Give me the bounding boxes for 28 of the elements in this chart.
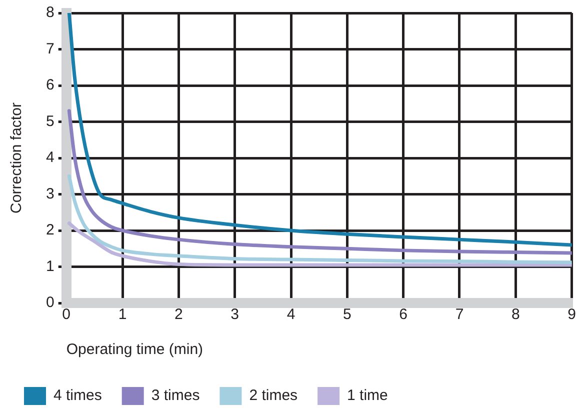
line-series (67, 109, 572, 255)
y-tick-label: 8 (46, 4, 54, 22)
line-series (67, 174, 572, 264)
y-tick-label: 7 (46, 40, 54, 58)
legend-label: 1 time (347, 387, 388, 404)
legend-label: 2 times (249, 387, 298, 404)
y-tick-label: 2 (46, 222, 54, 239)
x-tick-label: 3 (230, 306, 240, 324)
x-axis-title: Operating time (min) (66, 341, 204, 358)
y-tick-label: 1 (46, 258, 54, 275)
y-tick-label: 0 (46, 294, 54, 312)
x-tick-label: 6 (399, 306, 408, 324)
x-tick-label: 7 (455, 306, 464, 324)
x-tick-label: 4 (286, 306, 296, 324)
x-tick-label: 2 (174, 306, 183, 324)
line-series (67, 222, 572, 267)
x-tick-label: 0 (62, 306, 71, 324)
legend-label: 3 times (151, 387, 200, 404)
x-tick-label: 1 (118, 306, 127, 324)
legend-label: 4 times (54, 387, 102, 404)
x-tick-label: 5 (342, 306, 352, 324)
x-tick-label: 8 (511, 306, 520, 324)
x-tick-label: 9 (568, 306, 576, 324)
y-tick-label: 6 (46, 76, 54, 94)
y-axis-title: Correction factor (8, 102, 26, 214)
y-tick-label: 3 (46, 185, 54, 202)
y-tick-label: 4 (46, 149, 54, 166)
y-tick-label: 5 (46, 112, 54, 130)
